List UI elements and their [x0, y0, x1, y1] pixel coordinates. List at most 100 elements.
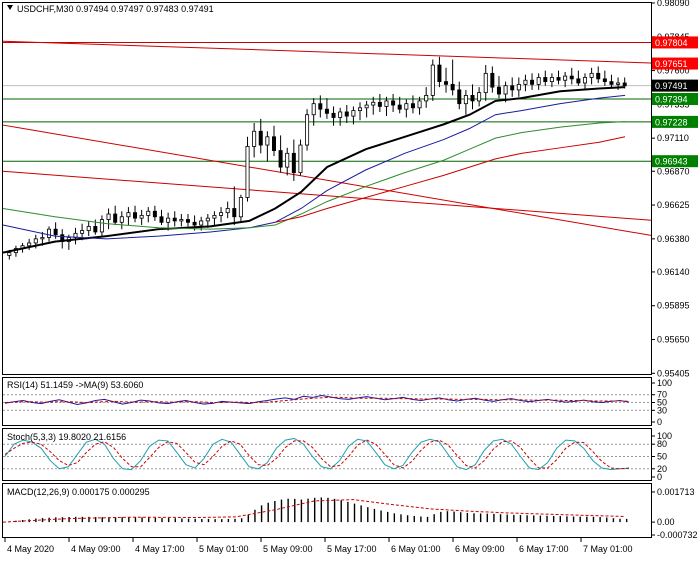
macd-plot: 0.001713 0.00 -0.000732	[2, 487, 698, 540]
candle-body	[523, 79, 528, 85]
price-badge-label: 0.97491	[655, 81, 688, 91]
candle-body	[298, 144, 303, 174]
candle-body	[126, 212, 131, 218]
stoch-y-tick-label: 20	[657, 464, 667, 474]
candle-body	[530, 79, 535, 85]
x-tick-label: 7 May 01:00	[583, 544, 633, 554]
candle-body	[397, 104, 402, 110]
candle-body	[271, 136, 276, 151]
candle-body	[119, 216, 124, 223]
rsi-y-tick-label: 100	[657, 378, 672, 388]
stoch-series-0	[4, 437, 630, 471]
candle-body	[424, 95, 429, 102]
candle-body	[377, 101, 382, 107]
x-tick-label: 5 May 09:00	[263, 544, 313, 554]
price-badge	[652, 36, 698, 49]
trendline-2	[2, 170, 652, 221]
candle-body	[444, 81, 449, 85]
moving-average-1	[2, 94, 626, 240]
candle-body	[364, 104, 369, 109]
price-badge-label: 0.97228	[655, 117, 688, 127]
candle-body	[457, 89, 462, 105]
rsi-y-tick-label: 0	[657, 417, 662, 427]
candle-body	[93, 226, 98, 233]
candle-body	[503, 85, 508, 95]
symbol-dropdown-icon[interactable]	[7, 5, 13, 10]
moving-average-2	[2, 121, 626, 230]
candle-body	[582, 77, 587, 84]
candle-body	[225, 208, 230, 214]
price-badge-label: 0.96943	[655, 157, 688, 167]
candle-body	[53, 228, 58, 236]
x-tick-label: 6 May 01:00	[391, 544, 441, 554]
macd-signal-line	[2, 499, 626, 523]
candle-body	[556, 77, 561, 81]
price-badge	[652, 92, 698, 105]
macd-y-tick-label: -0.000732	[657, 530, 698, 540]
candle-body	[463, 95, 468, 105]
price-badge	[652, 155, 698, 168]
price-badge-label: 0.97804	[655, 38, 688, 48]
x-axis: 4 May 2020 4 May 09:00 4 May 17:00 5 May 01…	[4, 538, 633, 554]
rsi-series-1	[4, 396, 630, 404]
candle-body	[490, 72, 495, 88]
candle-body	[146, 210, 151, 216]
moving-average-3	[275, 136, 626, 223]
candle-body	[344, 111, 349, 117]
candle-body	[232, 208, 237, 218]
candle-body	[324, 108, 329, 114]
candle-body	[563, 75, 568, 81]
y-tick-label: 0.96380	[657, 234, 690, 244]
macd-y-tick-label: 0.001713	[657, 487, 695, 497]
y-tick-label: 0.96870	[657, 166, 690, 176]
price-badge-label: 0.97394	[655, 94, 688, 104]
candle-body	[358, 107, 363, 111]
candle-body	[311, 103, 316, 116]
candle-body	[609, 81, 614, 85]
candle-body	[470, 95, 475, 102]
x-tick-label: 5 May 17:00	[327, 544, 377, 554]
candle-body	[33, 238, 38, 244]
candle-body	[47, 228, 52, 238]
candle-body	[291, 152, 296, 174]
candle-body	[404, 103, 409, 110]
candle-body	[410, 103, 415, 109]
trendline-1	[2, 124, 652, 236]
candle-body	[278, 150, 283, 168]
stoch-y-tick-label: 50	[657, 452, 667, 462]
candle-body	[86, 226, 91, 231]
price-title: USDCHF,M30 0.97494 0.97497 0.97483 0.974…	[17, 4, 214, 14]
macd-panel-frame	[2, 483, 652, 538]
rsi-y-tick-label: 30	[657, 405, 667, 415]
candle-body	[212, 214, 217, 219]
candle-body	[179, 219, 184, 222]
candle-body	[351, 110, 356, 117]
candle-body	[616, 82, 621, 85]
rsi-series-0	[4, 394, 630, 405]
x-tick-label: 4 May 17:00	[135, 544, 185, 554]
price-badge	[652, 57, 698, 70]
trendline-0	[2, 40, 652, 64]
candle-body	[166, 217, 171, 223]
x-tick-label: 6 May 09:00	[455, 544, 505, 554]
candle-body	[430, 64, 435, 96]
candle-body	[305, 114, 310, 146]
candle-body	[7, 252, 12, 256]
candle-body	[384, 100, 389, 107]
candle-body	[192, 221, 197, 226]
stoch-y-tick-label: 80	[657, 439, 667, 449]
price-badge	[652, 115, 698, 128]
x-tick-label: 4 May 09:00	[71, 544, 121, 554]
candle-body	[80, 230, 85, 234]
y-tick-label: 0.95650	[657, 335, 690, 345]
moving-average-0	[2, 86, 626, 254]
price-badge	[652, 79, 698, 92]
candle-body	[152, 210, 157, 218]
price-panel-frame	[2, 2, 652, 375]
candle-body	[589, 72, 594, 78]
candle-body	[133, 212, 138, 219]
price-plot: 0.980900.978450.976000.973550.971100.968…	[2, 0, 698, 378]
